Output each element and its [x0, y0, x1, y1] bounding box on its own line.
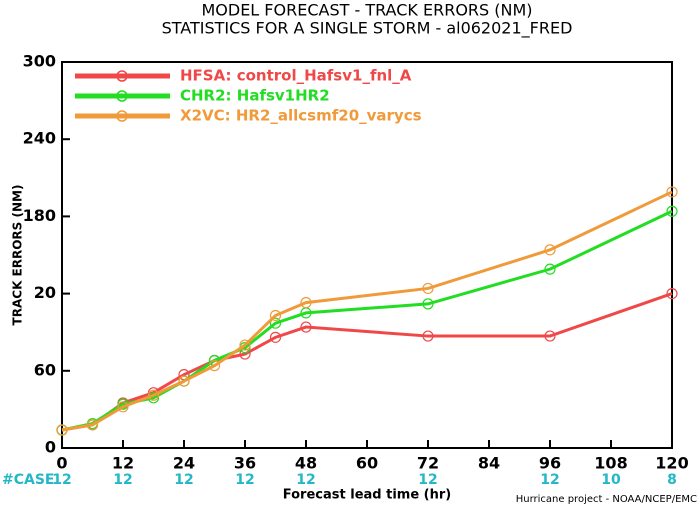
- legend-marker: [116, 70, 128, 82]
- point-marker: [239, 339, 251, 351]
- series-line: [61, 190, 673, 432]
- chart-title: MODEL FORECAST - TRACK ERRORS (NM): [201, 1, 532, 20]
- y-tick-label: 300: [23, 52, 56, 71]
- legend-label: CHR2: Hafsv1HR2: [180, 87, 330, 105]
- legend-marker: [116, 110, 128, 122]
- point-marker: [422, 282, 434, 295]
- point-marker: [300, 297, 312, 309]
- legend-label: HFSA: control_Hafsv1_fnl_A: [180, 67, 412, 85]
- case-count: 12: [113, 472, 132, 488]
- x-tick-label: 36: [234, 454, 256, 473]
- case-count: 12: [235, 472, 254, 488]
- x-tick-label: 120: [655, 454, 688, 473]
- case-count: 12: [174, 472, 193, 488]
- x-tick-label: 12: [112, 454, 134, 473]
- y-tick-label: 60: [34, 360, 56, 379]
- x-tick-label: 24: [173, 454, 195, 473]
- point-marker: [147, 389, 160, 401]
- y-tick-label: 240: [23, 129, 56, 148]
- point-marker: [422, 298, 434, 310]
- y-axis-label: TRACK ERRORS (NM): [11, 185, 25, 326]
- point-marker: [544, 244, 556, 256]
- footer: Hurricane project - NOAA/NCEP/EMC: [516, 494, 697, 505]
- point-marker: [86, 419, 99, 431]
- series-line: [61, 292, 673, 432]
- point-marker: [544, 263, 556, 275]
- x-tick-label: 96: [539, 454, 561, 473]
- point-marker: [544, 330, 556, 342]
- x-tick-label: 0: [56, 454, 67, 473]
- legend-label: X2VC: HR2_allcsmf20_varycs: [180, 107, 422, 125]
- x-tick-label: 108: [594, 454, 627, 473]
- point-marker: [178, 375, 190, 387]
- x-tick-label: 72: [417, 454, 439, 473]
- case-label: #CASE: [2, 472, 55, 488]
- x-tick-label: 84: [478, 454, 500, 473]
- x-axis-label: Forecast lead time (hr): [283, 488, 451, 503]
- point-marker: [208, 360, 221, 372]
- point-marker: [666, 288, 678, 300]
- y-tick-label: 0: [45, 438, 56, 457]
- x-tick-label: 60: [356, 454, 378, 473]
- point-marker: [666, 205, 678, 217]
- case-count: 12: [418, 472, 437, 488]
- case-count: 8: [667, 472, 677, 488]
- series-line: [61, 209, 673, 432]
- point-marker: [117, 401, 129, 413]
- x-tick-label: 48: [295, 454, 317, 473]
- chart-subtitle: STATISTICS FOR A SINGLE STORM - al062021…: [162, 19, 573, 39]
- point-marker: [269, 317, 282, 329]
- y-tick-label: 20: [34, 283, 56, 302]
- point-marker: [666, 186, 678, 198]
- point-marker: [269, 331, 282, 343]
- point-marker: [269, 309, 282, 322]
- legend-marker: [116, 90, 128, 102]
- case-count: 12: [52, 472, 71, 488]
- point-marker: [300, 321, 312, 333]
- point-marker: [422, 330, 434, 342]
- case-count: 10: [601, 472, 621, 488]
- case-count: 12: [540, 472, 559, 488]
- y-tick-label: 180: [23, 206, 56, 225]
- case-count: 12: [296, 472, 315, 488]
- point-marker: [56, 424, 68, 436]
